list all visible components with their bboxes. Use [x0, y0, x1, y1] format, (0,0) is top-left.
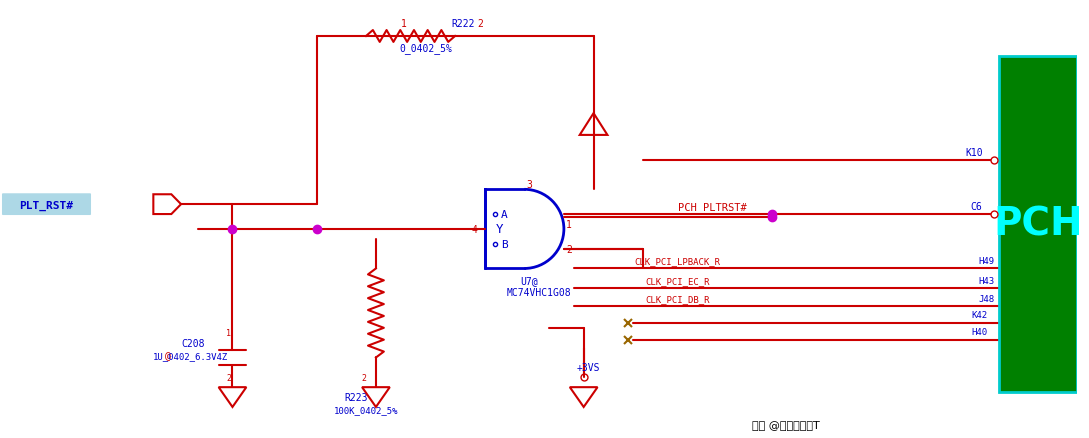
Text: J48: J48 [978, 294, 994, 303]
Text: C6: C6 [970, 201, 982, 212]
Text: 1: 1 [566, 219, 572, 230]
Text: 0_0402_5%: 0_0402_5% [399, 43, 452, 54]
Text: 2: 2 [566, 244, 572, 254]
FancyBboxPatch shape [2, 194, 91, 215]
Text: CLK_PCI_EC_R: CLK_PCI_EC_R [646, 276, 710, 285]
Text: A: A [501, 209, 507, 219]
Text: R222: R222 [451, 19, 475, 29]
Bar [1000, 57, 1077, 392]
Text: 头条 @跟我学电脑T: 头条 @跟我学电脑T [751, 419, 820, 429]
Text: 2: 2 [362, 373, 367, 382]
Text: U7@: U7@ [521, 276, 538, 286]
Text: H49: H49 [978, 257, 994, 265]
Text: 100K_0402_5%: 100K_0402_5% [334, 406, 399, 414]
Text: 1: 1 [401, 19, 406, 29]
Text: H40: H40 [971, 328, 988, 336]
Text: 1: 1 [227, 328, 231, 338]
Text: 1U_0402_6.3V4Z: 1U_0402_6.3V4Z [154, 351, 229, 360]
Text: PCH_PLTRST#: PCH_PLTRST# [678, 201, 747, 212]
Text: PLT_RST#: PLT_RST# [20, 201, 73, 211]
Text: Y: Y [495, 223, 503, 236]
Text: H43: H43 [978, 276, 994, 285]
Text: CLK_PCI_DB_R: CLK_PCI_DB_R [646, 294, 710, 303]
Text: C208: C208 [181, 338, 205, 348]
Text: 3: 3 [526, 180, 533, 190]
Text: 2: 2 [477, 19, 482, 29]
Text: +3VS: +3VS [577, 363, 600, 373]
Text: 4: 4 [472, 224, 478, 234]
Text: B: B [501, 239, 507, 249]
Text: K42: K42 [971, 311, 988, 320]
Text: MC74VHC1G08: MC74VHC1G08 [506, 287, 572, 297]
Text: 2: 2 [227, 373, 231, 382]
Text: R223: R223 [344, 392, 368, 402]
Text: @: @ [166, 351, 171, 360]
Text: CLK_PCI_LPBACK_R: CLK_PCI_LPBACK_R [635, 257, 721, 265]
Text: K10: K10 [966, 148, 983, 157]
Text: PCH: PCH [993, 205, 1084, 244]
